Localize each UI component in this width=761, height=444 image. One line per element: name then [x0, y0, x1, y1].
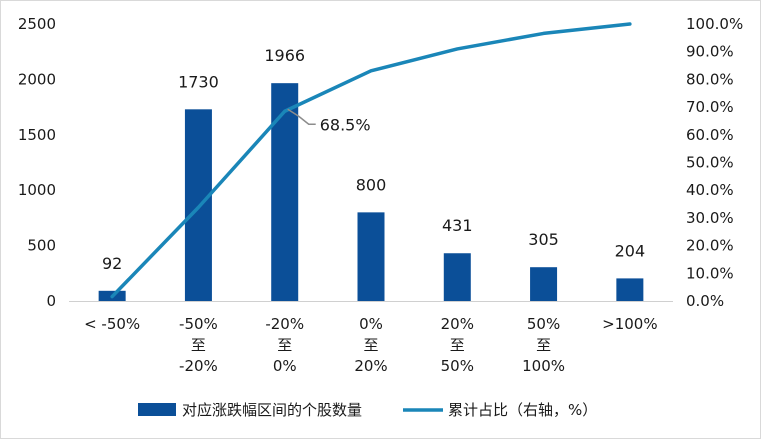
category-label: -20% 至 0% — [265, 315, 304, 375]
category-label: 50% 至 100% — [522, 315, 565, 375]
right-tick-label: 20.0% — [686, 237, 734, 255]
line-annotation: 68.5% — [287, 108, 371, 134]
bar-value-label: 431 — [442, 216, 473, 235]
bar-value-label: 92 — [102, 254, 122, 273]
category-label-line: >100% — [602, 315, 657, 333]
left-tick-label: 0 — [46, 292, 56, 310]
category-label-line: 至 — [450, 336, 465, 354]
category-label-line: 20% — [441, 315, 474, 333]
category-label: 0% 至 20% — [354, 315, 387, 375]
category-label-line: 50% — [527, 315, 560, 333]
category-label-line: < -50% — [84, 315, 140, 333]
bar — [530, 267, 558, 301]
category-label-line: 50% — [441, 357, 474, 375]
right-tick-label: 0.0% — [686, 292, 724, 310]
right-tick-label: 80.0% — [686, 70, 734, 88]
left-tick-label: 500 — [27, 237, 56, 255]
x-axis-categories: < -50% -50% 至 -20% -20% 至 0% 0% 至 20% 20% 至 50% 50% 至 1… — [84, 315, 657, 375]
line-series — [110, 22, 632, 299]
category-label-line: -20% — [265, 315, 304, 333]
right-tick-label: 40.0% — [686, 181, 734, 199]
bar — [443, 253, 471, 301]
left-axis: 0 500 1000 1500 2000 2500 — [18, 15, 56, 310]
legend-line-label: 累计占比（右轴，%） — [448, 401, 597, 419]
category-label-line: 至 — [277, 336, 292, 354]
legend-bar-label: 对应涨跌幅区间的个股数量 — [182, 401, 362, 419]
category-label-line: 0% — [273, 357, 297, 375]
category-label-line: 至 — [536, 336, 551, 354]
legend: 对应涨跌幅区间的个股数量 累计占比（右轴，%） — [138, 401, 597, 419]
right-tick-label: 10.0% — [686, 264, 734, 282]
bar-data-labels: 92 1730 1966 800 431 305 204 — [102, 46, 645, 273]
bar — [357, 212, 385, 301]
right-axis: 0.0% 10.0% 20.0% 30.0% 40.0% 50.0% 60.0% 70.0% 8… — [686, 15, 743, 310]
annotation-label: 68.5% — [320, 115, 371, 134]
category-label: -50% 至 -20% — [179, 315, 218, 375]
bar-value-label: 800 — [356, 175, 387, 194]
bar-value-label: 1966 — [264, 46, 305, 65]
left-tick-label: 2000 — [18, 70, 56, 88]
category-label: < -50% — [84, 315, 140, 333]
category-label-line: 20% — [354, 357, 387, 375]
right-tick-label: 70.0% — [686, 98, 734, 116]
cumulative-line — [110, 22, 632, 299]
right-tick-label: 90.0% — [686, 43, 734, 61]
right-tick-label: 50.0% — [686, 154, 734, 172]
left-tick-label: 1000 — [18, 181, 56, 199]
category-label: 20% 至 50% — [441, 315, 474, 375]
bar-value-label: 204 — [615, 241, 646, 260]
right-tick-label: 100.0% — [686, 15, 743, 33]
legend-bar-swatch — [138, 403, 176, 416]
category-label-line: -20% — [179, 357, 218, 375]
left-tick-label: 1500 — [18, 126, 56, 144]
category-label-line: 至 — [191, 336, 206, 354]
bar — [271, 83, 299, 301]
annotation-leader — [287, 108, 316, 126]
bar-value-label: 1730 — [178, 72, 219, 91]
category-label-line: 100% — [522, 357, 565, 375]
category-label: >100% — [602, 315, 657, 333]
right-tick-label: 30.0% — [686, 209, 734, 227]
category-label-line: -50% — [179, 315, 218, 333]
bar — [616, 278, 644, 301]
category-label-line: 至 — [363, 336, 378, 354]
category-label-line: 0% — [359, 315, 383, 333]
bar-value-label: 305 — [528, 230, 559, 249]
right-tick-label: 60.0% — [686, 126, 734, 144]
left-tick-label: 2500 — [18, 15, 56, 33]
